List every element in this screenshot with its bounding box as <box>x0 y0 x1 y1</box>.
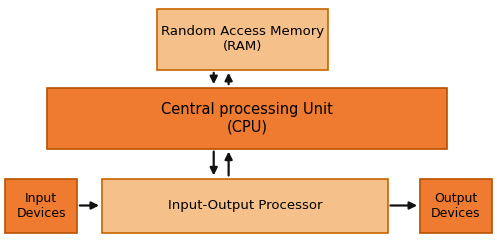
Text: Random Access Memory
(RAM): Random Access Memory (RAM) <box>161 26 324 54</box>
Text: Output
Devices: Output Devices <box>431 192 481 220</box>
Text: Input
Devices: Input Devices <box>16 192 66 220</box>
FancyBboxPatch shape <box>102 179 388 233</box>
FancyBboxPatch shape <box>47 88 447 149</box>
FancyBboxPatch shape <box>5 179 77 233</box>
FancyBboxPatch shape <box>420 179 492 233</box>
Text: Input-Output Processor: Input-Output Processor <box>167 199 322 212</box>
FancyBboxPatch shape <box>157 9 328 70</box>
Text: Central processing Unit
(CPU): Central processing Unit (CPU) <box>162 102 333 134</box>
